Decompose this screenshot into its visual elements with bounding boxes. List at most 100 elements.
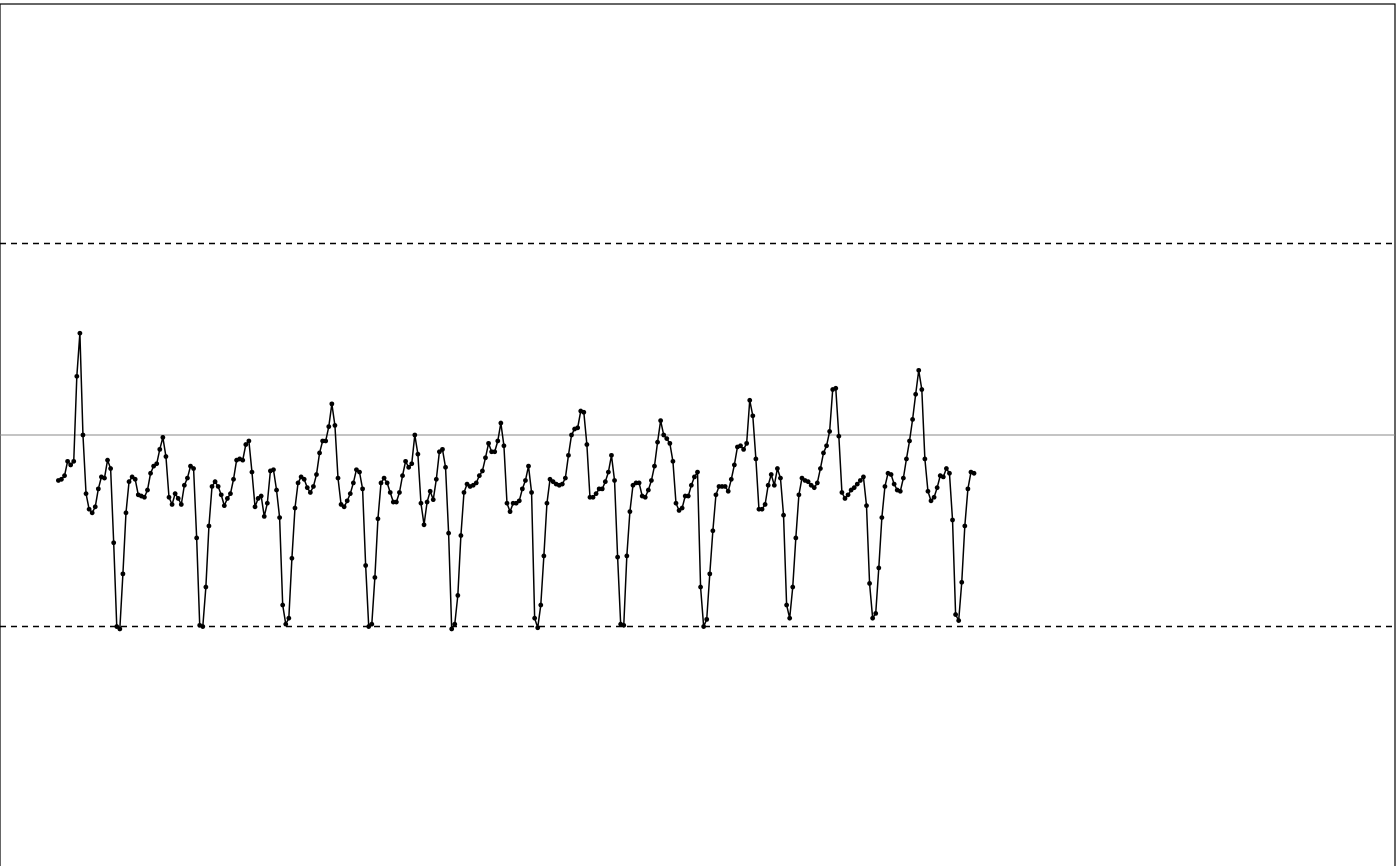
data-point-181 [609,452,614,458]
data-point-29 [142,494,147,500]
data-point-40 [175,496,181,501]
data-point-201 [670,458,676,464]
data-point-225 [744,440,750,446]
data-point-132 [458,533,464,538]
data-point-77 [289,555,295,561]
data-point-24 [126,479,132,485]
data-point-120 [421,522,427,528]
data-point-9 [80,432,86,438]
data-point-241 [793,535,799,541]
data-point-260 [851,485,857,491]
data-point-226 [747,397,753,403]
data-point-50 [206,523,212,529]
data-point-123 [430,497,436,503]
data-point-36 [163,454,169,459]
data-point-7 [74,373,80,379]
data-point-180 [605,469,611,475]
data-point-57 [228,491,233,497]
data-point-227 [750,413,756,419]
data-point-69 [264,500,270,506]
data-point-13 [92,504,98,510]
data-point-165 [559,481,565,487]
data-point-17 [105,457,110,463]
data-point-249 [818,466,823,471]
data-point-8 [77,330,83,336]
data-point-237 [781,512,786,518]
data-point-208 [692,474,697,480]
data-point-78 [292,505,298,511]
data-point-199 [664,436,670,441]
data-point-200 [667,440,673,446]
data-point-108 [384,480,390,486]
data-point-175 [590,494,596,500]
data-point-133 [461,490,467,495]
data-point-214 [710,528,716,534]
data-point-54 [218,492,224,498]
data-point-292 [950,517,955,523]
data-point-245 [805,479,811,485]
data-point-61 [240,457,246,463]
data-point-137 [473,480,479,486]
data-point-62 [243,442,249,447]
data-point-82 [304,485,310,491]
data-point-252 [827,429,833,434]
data-point-230 [759,506,765,512]
data-point-213 [707,571,713,577]
data-point-85 [314,472,319,477]
data-point-127 [443,464,448,470]
data-point-64 [249,469,255,475]
data-point-26 [132,476,138,482]
data-point-287 [934,485,940,491]
data-point-193 [645,487,651,493]
data-point-286 [931,494,937,500]
data-point-71 [271,467,276,473]
data-point-297 [965,486,971,492]
data-point-104 [372,575,378,580]
data-point-111 [393,499,399,505]
data-point-263 [861,474,866,480]
data-point-72 [274,487,279,493]
data-point-224 [741,446,746,452]
data-point-147 [504,500,510,506]
data-point-95 [344,498,350,504]
data-point-269 [879,515,885,521]
data-point-289 [940,474,946,480]
data-point-187 [627,509,633,515]
data-point-91 [332,423,338,428]
data-point-41 [178,502,184,507]
data-point-160 [544,500,550,506]
data-point-236 [778,475,783,481]
data-point-35 [160,434,166,440]
data-point-262 [857,478,863,483]
data-point-79 [295,480,301,486]
series-points [55,330,977,632]
data-point-109 [387,490,393,495]
data-point-264 [864,503,869,509]
data-point-170 [575,425,581,431]
data-point-279 [910,417,915,422]
data-point-2 [59,476,64,482]
data-point-159 [541,553,547,559]
data-point-21 [117,626,123,632]
data-point-223 [738,443,743,449]
data-point-94 [341,504,347,510]
data-point-100 [360,486,365,492]
data-point-92 [335,475,341,481]
data-point-190 [636,480,642,486]
data-point-266 [870,615,876,621]
data-point-261 [854,481,860,487]
data-point-231 [762,502,768,507]
data-point-152 [519,486,525,492]
data-point-37 [166,494,172,500]
data-point-219 [725,488,731,494]
data-point-11 [86,506,92,512]
data-point-272 [888,472,894,477]
data-point-210 [698,584,703,590]
data-point-107 [381,475,387,481]
data-point-131 [455,593,461,598]
data-point-235 [774,466,780,471]
data-point-212 [704,616,710,622]
data-point-39 [172,491,178,497]
data-point-18 [108,466,114,471]
